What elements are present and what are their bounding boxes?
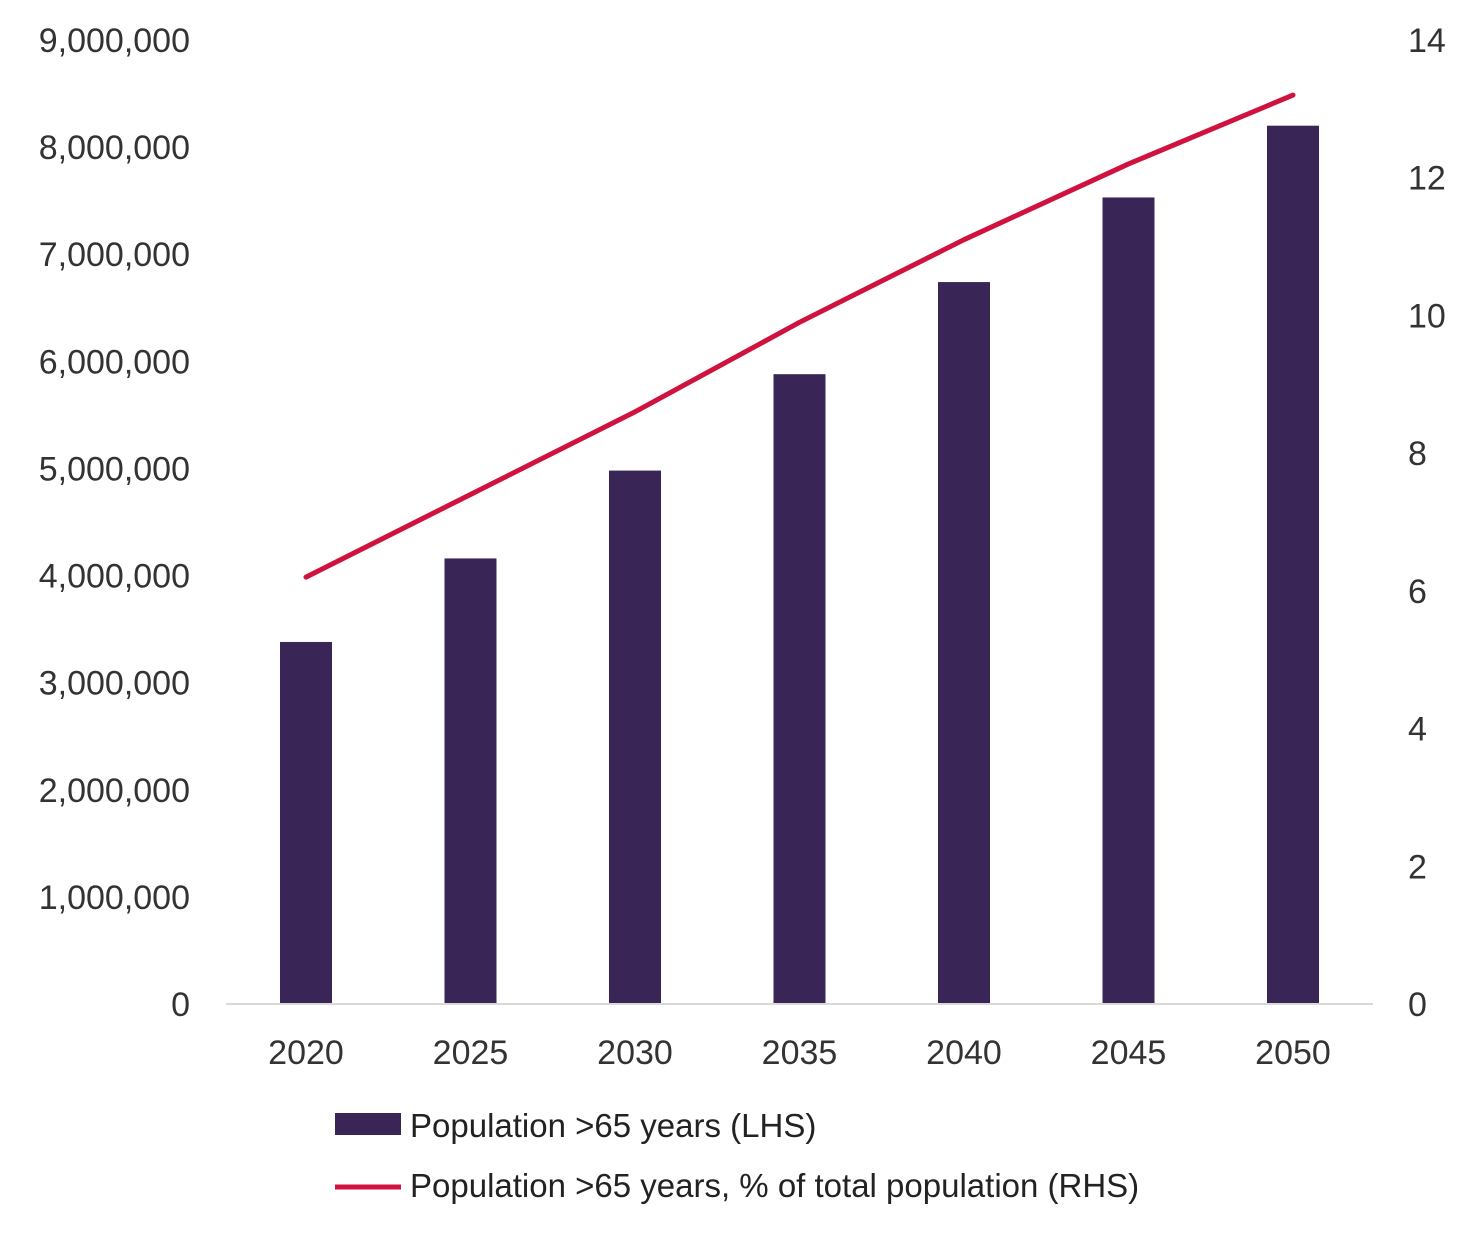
rhs-series-line	[303, 92, 1296, 580]
x-tick-label: 2045	[1091, 1034, 1167, 1072]
legend: Population >65 years (LHS) Population >6…	[335, 1107, 1139, 1204]
right-tick-label: 0	[1408, 986, 1427, 1024]
x-tick-label: 2030	[597, 1034, 673, 1072]
x-tick-label: 2025	[433, 1034, 509, 1072]
bar-2030	[609, 470, 661, 1004]
legend-item-bars: Population >65 years (LHS)	[335, 1107, 816, 1144]
left-tick-label: 2,000,000	[39, 772, 190, 810]
right-tick-label: 10	[1408, 297, 1446, 335]
right-tick-label: 14	[1408, 22, 1446, 60]
bar-2035	[773, 374, 826, 1005]
bar-2045	[1102, 197, 1155, 1004]
right-axis-tick-labels: 0 2 4 6 8 10 12 14	[1408, 22, 1446, 1024]
left-tick-label: 1,000,000	[39, 879, 190, 917]
bar-2025	[444, 558, 497, 1004]
bar-2020	[280, 641, 332, 1004]
left-tick-label: 3,000,000	[39, 665, 190, 703]
legend-label-bars: Population >65 years (LHS)	[410, 1107, 816, 1144]
legend-swatch-bars	[335, 1113, 401, 1135]
bar-2050	[1267, 125, 1319, 1004]
right-tick-label: 6	[1408, 573, 1427, 611]
left-tick-label: 0	[171, 986, 190, 1024]
x-tick-label: 2035	[762, 1034, 838, 1072]
left-tick-label: 5,000,000	[39, 450, 190, 488]
x-axis-tick-labels: 2020 2025 2030 2035 2040 2045 2050	[268, 1034, 1331, 1072]
left-tick-label: 7,000,000	[39, 236, 190, 274]
bar-2040	[938, 282, 990, 1004]
right-tick-label: 2	[1408, 848, 1427, 886]
right-tick-label: 12	[1408, 160, 1446, 198]
x-tick-label: 2050	[1255, 1034, 1331, 1072]
right-tick-label: 4	[1408, 711, 1427, 749]
left-axis-tick-labels: 0 1,000,000 2,000,000 3,000,000 4,000,000 5,0…	[39, 22, 190, 1024]
left-tick-label: 4,000,000	[39, 558, 190, 596]
left-tick-label: 6,000,000	[39, 343, 190, 381]
left-tick-label: 9,000,000	[39, 22, 190, 60]
legend-item-line: Population >65 years, % of total populat…	[335, 1167, 1139, 1204]
left-tick-label: 8,000,000	[39, 129, 190, 167]
right-tick-label: 8	[1408, 435, 1427, 473]
x-tick-label: 2020	[268, 1034, 344, 1072]
bars-layer	[280, 125, 1319, 1005]
legend-label-line: Population >65 years, % of total populat…	[410, 1167, 1139, 1204]
x-tick-label: 2040	[926, 1034, 1002, 1072]
